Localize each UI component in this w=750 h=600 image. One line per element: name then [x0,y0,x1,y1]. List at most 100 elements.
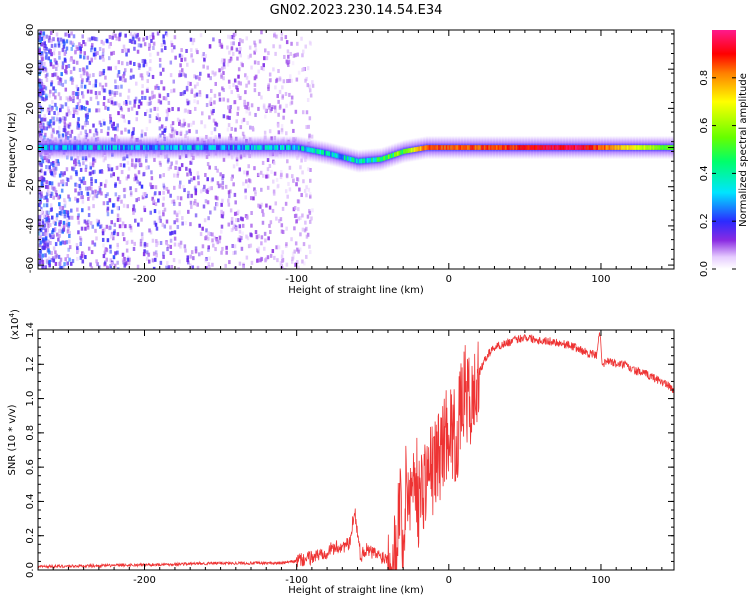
spectrogram-noise-cell [162,212,165,217]
spectrogram-noise-cell [246,121,249,126]
spectrogram-noise-cell [50,107,53,112]
spectrogram-band-core [438,145,441,150]
spectrogram-noise-cell [228,194,231,199]
spectrogram-noise-cell [217,184,221,189]
spectrogram-noise-cell [280,31,284,36]
spectrogram-noise-cell [288,78,291,83]
spectrogram-noise-cell [201,244,205,249]
spectrogram-noise-cell [81,199,85,204]
spectrogram-noise-cell [75,105,79,110]
spectrogram-noise-cell [230,46,234,51]
spectrogram-noise-cell [47,220,50,225]
spectrogram-noise-cell [41,91,45,96]
spectrogram-noise-cell [155,243,158,248]
spectrogram-band-core [550,145,553,150]
spectrogram-noise-cell [39,92,42,97]
spectrogram-band-core [602,145,605,150]
spectrogram-noise-cell [64,209,68,214]
spectrogram-noise-cell [130,228,133,233]
spectrogram-band-core [371,157,374,163]
spectrogram-noise-cell [148,114,152,119]
spectrogram-noise-cell [194,191,198,196]
spectrogram-noise-cell [110,167,114,172]
spectrogram-noise-cell [52,246,56,251]
spectrogram-noise-cell [296,247,299,252]
spectrogram-noise-cell [129,68,133,73]
spectrogram-noise-cell [40,81,44,86]
spectrogram-noise-cell [166,112,169,117]
spectrogram-band-core [632,145,635,150]
spectrogram-noise-cell [222,71,225,76]
spectrogram-noise-cell [215,196,219,201]
spectrogram-noise-cell [216,168,219,173]
spectrogram-noise-cell [83,180,87,185]
spectrogram-noise-cell [165,117,168,122]
spectrogram-band-core [369,157,372,163]
spectrogram-band-core [275,145,278,150]
spectrogram-noise-cell [88,186,91,191]
spectrogram-noise-cell [271,208,275,213]
spectrogram-noise-cell [56,117,59,122]
spectrogram-noise-cell [256,248,259,253]
spectrogram-noise-cell [47,210,50,215]
spectrogram-noise-cell [178,119,181,124]
spectrogram-band-core [597,145,600,150]
spectrogram-noise-cell [187,190,190,195]
spectrogram-noise-cell [149,34,152,39]
spectrogram-noise-cell [109,234,113,239]
spectrogram-band-core [432,145,435,150]
spectrogram-noise-cell [125,176,129,181]
spectrogram-noise-cell [41,159,45,164]
spectrogram-band-core [144,145,147,150]
spectrogram-noise-cell [123,187,127,192]
spectrogram-noise-cell [228,85,232,90]
spectrogram-noise-cell [95,37,99,42]
spectrogram-noise-cell [132,127,136,132]
snr-scale-prefix: (x10 [10,317,21,340]
spectrogram-band-core [234,145,237,150]
spectrogram-noise-cell [40,79,43,84]
spectrogram-noise-cell [143,241,147,246]
spectrogram-noise-cell [305,254,308,259]
spectrogram-noise-cell [287,54,290,59]
spectrogram-noise-cell [145,35,149,40]
y-tick-label: 0.4 [25,493,36,509]
spectrogram-noise-cell [83,42,87,47]
spectrogram-noise-cell [178,70,182,75]
spectrogram-noise-cell [157,216,161,221]
spectrogram-noise-cell [91,240,94,245]
spectrogram-noise-cell [52,220,55,225]
spectrogram-noise-cell [60,171,63,176]
spectrogram-noise-cell [238,50,241,55]
spectrogram-noise-cell [64,102,68,107]
spectrogram-noise-cell [126,257,130,262]
spectrogram-band-core [209,145,212,150]
spectrogram-noise-cell [172,199,176,204]
spectrogram-band-core [194,145,197,150]
spectrogram-noise-cell [96,101,100,106]
spectrogram-band-core [620,145,623,150]
spectrogram-band-core [611,145,614,150]
spectrogram-noise-cell [63,211,67,216]
spectrogram-noise-cell [189,222,192,227]
spectrogram-noise-cell [277,268,281,269]
spectrogram-noise-cell [57,111,60,116]
spectrogram-band-core [565,145,568,150]
spectrogram-noise-cell [48,107,51,112]
spectrogram-band-core [252,145,255,150]
spectrogram-noise-cell [76,256,79,261]
spectrogram-noise-cell [268,205,272,210]
spectrogram-noise-cell [109,117,113,122]
spectrogram-noise-cell [143,191,147,196]
spectrogram-noise-cell [61,172,65,177]
spectrogram-noise-cell [65,240,68,245]
spectrogram-noise-cell [189,122,193,127]
spectrogram-noise-cell [214,71,217,76]
spectrogram-band-core [471,145,474,150]
spectrogram-noise-cell [101,231,105,236]
spectrogram-noise-cell [185,85,189,90]
spectrogram-noise-cell [51,233,54,238]
spectrogram-noise-cell [108,114,112,119]
spectrogram-noise-cell [168,133,172,138]
